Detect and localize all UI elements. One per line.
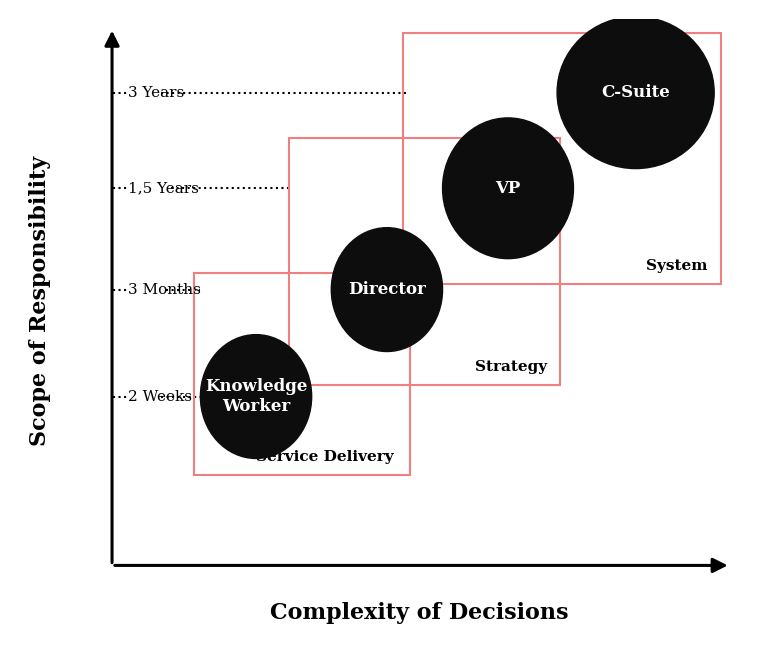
Text: System: System — [646, 259, 708, 272]
Text: 1,5 Years: 1,5 Years — [129, 181, 199, 195]
Text: Strategy: Strategy — [475, 360, 547, 374]
Ellipse shape — [200, 334, 312, 459]
Bar — [194, 272, 410, 476]
Ellipse shape — [557, 17, 715, 169]
Bar — [289, 138, 561, 385]
Text: C-Suite: C-Suite — [601, 84, 670, 101]
Ellipse shape — [443, 118, 574, 259]
Text: 3 Months: 3 Months — [129, 283, 201, 296]
Text: VP: VP — [495, 180, 521, 197]
Text: Director: Director — [348, 281, 426, 298]
Text: 2 Weeks: 2 Weeks — [129, 389, 192, 404]
Text: 3 Years: 3 Years — [129, 85, 185, 100]
Ellipse shape — [331, 228, 443, 351]
Text: Knowledge
Worker: Knowledge Worker — [205, 378, 307, 415]
Text: Service Delivery: Service Delivery — [256, 450, 393, 464]
Text: Complexity of Decisions: Complexity of Decisions — [270, 602, 569, 624]
Text: Scope of Responsibility: Scope of Responsibility — [29, 156, 51, 446]
Bar — [403, 34, 721, 284]
